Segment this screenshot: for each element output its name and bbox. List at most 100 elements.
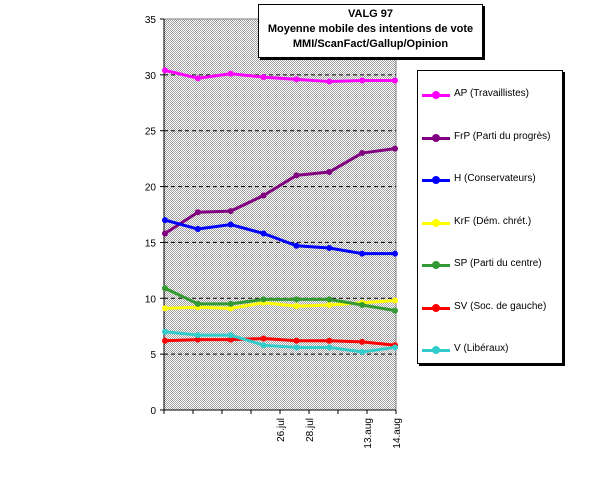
- data-point: [194, 336, 201, 343]
- legend-marker: [432, 261, 440, 269]
- series-lines: [162, 67, 398, 355]
- x-tick-label: 13.aug: [363, 418, 374, 449]
- x-tick-label: 28.jul: [305, 418, 316, 442]
- data-point: [392, 145, 398, 152]
- data-point: [194, 300, 201, 307]
- data-point: [359, 338, 366, 345]
- data-point: [194, 209, 201, 216]
- data-point: [260, 335, 267, 342]
- legend-item: H (Conservateurs): [418, 172, 562, 188]
- x-tick-label: 26.jul: [276, 418, 287, 442]
- data-point: [359, 301, 366, 308]
- chart-title-box: VALG 97 Moyenne mobile des intentions de…: [258, 4, 483, 58]
- series-line: [164, 218, 395, 256]
- data-point: [326, 169, 333, 176]
- data-point: [162, 337, 168, 344]
- y-tick-label: 25: [145, 127, 157, 138]
- data-point: [227, 332, 234, 339]
- y-tick-label: 20: [145, 183, 157, 194]
- legend-marker: [432, 303, 440, 312]
- data-point: [359, 348, 366, 355]
- series-line: [164, 337, 396, 347]
- data-point: [162, 67, 168, 74]
- data-point: [326, 78, 333, 85]
- data-point: [359, 250, 366, 257]
- data-point: [326, 245, 333, 252]
- legend-label: SV (Soc. de gauche): [454, 300, 547, 312]
- data-point: [227, 336, 234, 343]
- legend-label: KrF (Dém. chrét.): [454, 215, 532, 227]
- data-point: [293, 303, 300, 310]
- data-point: [194, 226, 201, 233]
- series-line: [164, 68, 395, 84]
- y-axis-ticks: 0 5 10 15 20 25 30 35: [145, 15, 164, 417]
- data-point: [227, 300, 234, 307]
- data-point: [293, 296, 300, 303]
- data-point: [227, 305, 234, 312]
- series-line: [164, 330, 396, 354]
- data-point: [392, 297, 398, 304]
- data-point: [227, 208, 234, 215]
- data-point: [392, 344, 398, 351]
- y-tick-label: 30: [145, 71, 157, 82]
- y-tick-label: 35: [145, 15, 157, 26]
- data-point: [260, 230, 267, 237]
- legend-item: SP (Parti du centre): [418, 257, 562, 273]
- data-point: [326, 301, 333, 308]
- legend: AP (Travaillistes) FrP (Parti du progrès)…: [417, 70, 563, 364]
- legend-item: SV (Soc. de gauche): [418, 300, 562, 316]
- data-point: [162, 230, 168, 237]
- legend-marker: [432, 91, 440, 99]
- data-point: [260, 342, 267, 349]
- legend-marker: [432, 176, 440, 184]
- legend-label: FrP (Parti du progrès): [454, 130, 551, 142]
- y-tick-label: 5: [150, 350, 156, 361]
- legend-item: KrF (Dém. chrét.): [418, 215, 562, 231]
- legend-item: FrP (Parti du progrès): [418, 130, 562, 146]
- data-point: [359, 150, 366, 157]
- data-point: [162, 285, 168, 292]
- legend-item: AP (Travaillistes): [418, 87, 562, 103]
- y-tick-label: 15: [145, 238, 157, 249]
- data-point: [326, 344, 333, 351]
- y-tick-label: 10: [145, 294, 157, 305]
- series-line: [164, 147, 396, 235]
- legend-marker: [432, 218, 440, 227]
- data-point: [293, 172, 300, 179]
- data-point: [293, 337, 300, 344]
- data-point: [260, 74, 267, 81]
- data-point: [392, 77, 398, 84]
- data-point: [227, 221, 234, 228]
- data-point: [260, 192, 267, 199]
- data-point: [326, 296, 333, 303]
- data-point: [227, 70, 234, 77]
- data-point: [162, 217, 168, 224]
- legend-marker: [432, 133, 440, 142]
- x-tick-label: 14.aug: [392, 418, 403, 449]
- legend-marker: [432, 346, 440, 354]
- series-line: [164, 286, 396, 313]
- chart-title-line-3: MMI/ScanFact/Gallup/Opinion: [292, 38, 449, 50]
- data-point: [293, 344, 300, 351]
- data-point: [260, 296, 267, 303]
- legend-label: H (Conservateurs): [454, 173, 536, 184]
- data-point: [392, 307, 398, 314]
- legend-label: V (Libéraux): [454, 343, 509, 354]
- legend-label: SP (Parti du centre): [454, 258, 542, 269]
- data-point: [326, 337, 333, 344]
- data-point: [162, 328, 168, 335]
- data-point: [194, 332, 201, 339]
- chart-title-line-1: VALG 97: [347, 8, 394, 20]
- chart-title-line-2: Moyenne mobile des intentions de vote: [267, 23, 474, 35]
- data-point: [392, 250, 398, 257]
- y-tick-label: 0: [150, 406, 156, 417]
- x-axis-ticks: 26.jul 28.jul 13.aug 14.aug: [163, 410, 403, 449]
- data-point: [194, 75, 201, 82]
- legend-label: AP (Travaillistes): [454, 88, 530, 99]
- legend-item: V (Libéraux): [418, 342, 562, 358]
- data-point: [293, 76, 300, 83]
- data-point: [162, 305, 168, 312]
- data-point: [293, 242, 300, 249]
- data-point: [359, 77, 366, 84]
